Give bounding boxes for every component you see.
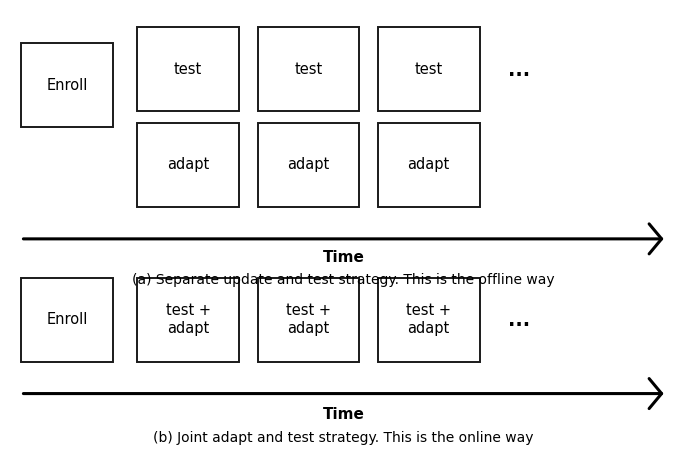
- FancyBboxPatch shape: [378, 27, 480, 111]
- FancyBboxPatch shape: [378, 278, 480, 362]
- Text: adapt: adapt: [167, 157, 210, 172]
- Text: ...: ...: [508, 311, 530, 330]
- Text: test +
adapt: test + adapt: [286, 303, 331, 336]
- FancyBboxPatch shape: [137, 123, 239, 207]
- Text: test: test: [294, 62, 323, 77]
- Text: adapt: adapt: [407, 157, 450, 172]
- Text: (b) Joint adapt and test strategy. This is the online way: (b) Joint adapt and test strategy. This …: [153, 431, 534, 445]
- FancyBboxPatch shape: [258, 123, 359, 207]
- FancyBboxPatch shape: [258, 27, 359, 111]
- Text: (a) Separate update and test strategy. This is the offline way: (a) Separate update and test strategy. T…: [132, 273, 555, 287]
- FancyBboxPatch shape: [137, 27, 239, 111]
- Text: test +
adapt: test + adapt: [166, 303, 211, 336]
- Text: test +
adapt: test + adapt: [406, 303, 451, 336]
- FancyBboxPatch shape: [21, 43, 113, 127]
- Text: ...: ...: [508, 61, 530, 80]
- Text: adapt: adapt: [287, 157, 330, 172]
- Text: Time: Time: [323, 407, 364, 421]
- Text: test: test: [414, 62, 443, 77]
- FancyBboxPatch shape: [21, 278, 113, 362]
- FancyBboxPatch shape: [378, 123, 480, 207]
- Text: Time: Time: [323, 250, 364, 264]
- Text: Enroll: Enroll: [46, 78, 88, 93]
- Text: Enroll: Enroll: [46, 312, 88, 327]
- Text: test: test: [174, 62, 203, 77]
- FancyBboxPatch shape: [258, 278, 359, 362]
- FancyBboxPatch shape: [137, 278, 239, 362]
